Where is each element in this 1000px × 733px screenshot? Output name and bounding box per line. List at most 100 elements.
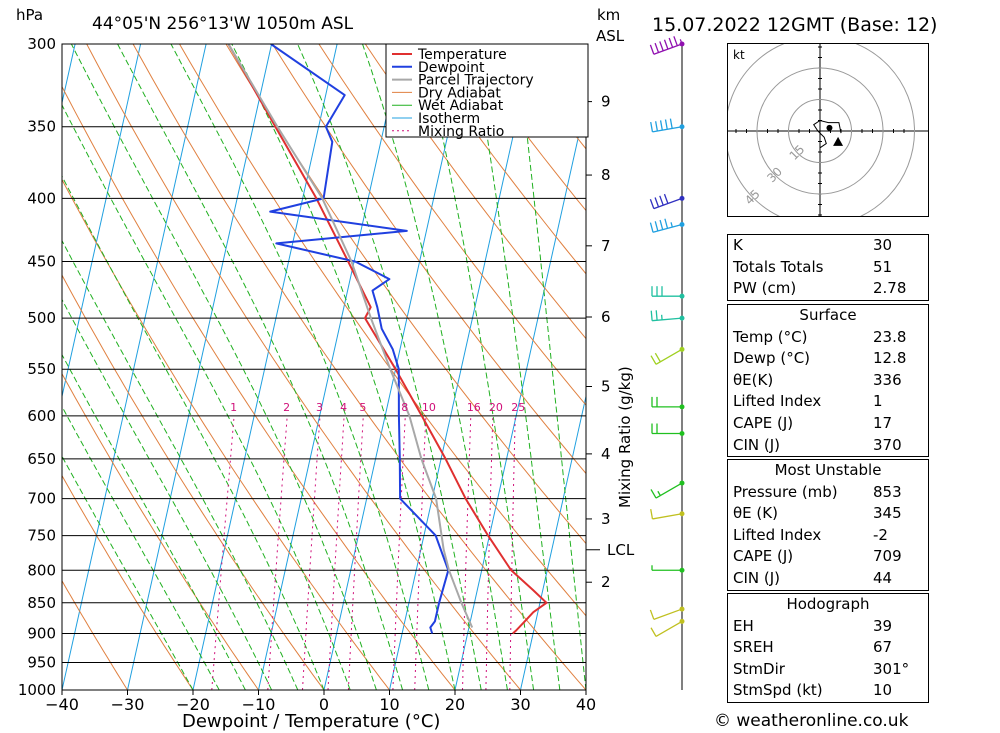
hodograph-index-row: EH 39 <box>728 616 928 638</box>
mixing-ratio-label: 16 <box>467 401 481 414</box>
mixing-ratio-label: 2 <box>283 401 290 414</box>
dry-adiabat-line <box>411 44 586 275</box>
pressure-tick-label: 600 <box>27 407 56 425</box>
x-tick-label: 30 <box>510 695 530 714</box>
wet-adiabat-line <box>471 44 561 690</box>
datetime-title: 15.07.2022 12GMT (Base: 12) <box>652 14 938 36</box>
pressure-tick-label: 650 <box>27 450 56 468</box>
pressure-tick-label: 950 <box>27 653 56 671</box>
hodograph-index-value: 39 <box>873 616 893 635</box>
wind-barb <box>649 36 685 55</box>
index-label: K <box>733 236 743 254</box>
pressure-tick-label: 850 <box>27 594 56 612</box>
hodograph-index-label: SREH <box>733 638 774 657</box>
most-unstable-value: 44 <box>873 568 893 587</box>
surface-value: 12.8 <box>873 349 907 368</box>
wind-barb <box>650 508 685 520</box>
dry-adiabat-line <box>86 44 521 690</box>
wind-profile <box>649 36 685 690</box>
surface-value: 23.8 <box>873 327 907 346</box>
index-row: Totals Totals 51 <box>728 257 928 279</box>
pressure-tick-label: 500 <box>27 309 56 327</box>
index-value: 2.78 <box>873 279 907 298</box>
surface-row: Temp (°C) 23.8 <box>728 327 928 349</box>
wind-barb <box>650 480 685 499</box>
pressure-tick-label: 300 <box>27 35 56 53</box>
most-unstable-row: Lifted Index -2 <box>728 525 928 547</box>
hodograph-index-label: EH <box>733 616 754 635</box>
legend-entry: Dewpoint <box>418 60 485 76</box>
hodograph-index-value: 10 <box>873 681 893 700</box>
pressure-tick-label: 550 <box>27 360 56 378</box>
dry-adiabat-line <box>62 85 456 690</box>
km-tick-label: 4 <box>601 445 611 463</box>
km-unit-label: km <box>597 6 621 24</box>
mixing-ratio-label: 20 <box>489 401 503 414</box>
wind-barb <box>649 606 685 620</box>
x-tick-label: −20 <box>176 695 210 714</box>
surface-panel: Surface Temp (°C) 23.8 Dewp (°C) 12.8 θE(K) 33… <box>727 304 929 458</box>
mixing-ratio-line <box>302 415 321 690</box>
location-title: 44°05'N 256°13'W 1050m ASL <box>92 14 354 34</box>
hodograph-ring-label: 30 <box>764 164 785 185</box>
pressure-tick-label: 350 <box>27 118 56 136</box>
surface-label: CIN (J) <box>733 435 781 454</box>
wind-barb <box>651 396 685 410</box>
wind-barb <box>649 193 685 210</box>
pressure-tick-label: 700 <box>27 490 56 508</box>
most-unstable-label: Lifted Index <box>733 525 822 544</box>
x-tick-label: 0 <box>319 695 329 714</box>
most-unstable-value: 709 <box>873 547 902 566</box>
legend-entry: Temperature <box>417 47 507 63</box>
wind-barb <box>650 118 685 133</box>
pressure-tick-label: 750 <box>27 527 56 545</box>
x-axis-label: Dewpoint / Temperature (°C) <box>182 711 440 732</box>
surface-row: CAPE (J) 17 <box>728 413 928 435</box>
most-unstable-value: 853 <box>873 482 902 501</box>
isotherm-line <box>127 44 273 690</box>
most-unstable-panel: Most Unstable Pressure (mb) 853 θE (K) 345 Li… <box>727 459 929 591</box>
mixing-ratio-line <box>485 415 494 690</box>
mixing-ratio-axis-label: Mixing Ratio (g/kg) <box>616 366 634 508</box>
km-tick-label: 7 <box>601 237 611 255</box>
mixing-ratio-line <box>414 415 427 690</box>
x-tick-label: 10 <box>379 695 399 714</box>
surface-row: CIN (J) 370 <box>728 435 928 457</box>
isotherm-line <box>192 44 338 690</box>
km-asl-label: ASL <box>596 27 625 45</box>
lcl-label: LCL <box>607 541 635 559</box>
most-unstable-label: Pressure (mb) <box>733 482 838 501</box>
dry-adiabat-line <box>923 44 1000 690</box>
wind-barb <box>650 346 685 365</box>
isotherm-line <box>62 44 207 690</box>
mixing-ratio-line <box>462 415 472 690</box>
isotherm-line <box>258 44 404 690</box>
mixing-ratio-label: 3 <box>316 401 323 414</box>
dry-adiabat-line <box>318 44 586 406</box>
isotherm-line <box>454 100 586 690</box>
km-tick-label: 9 <box>601 93 611 111</box>
surface-label: CAPE (J) <box>733 413 794 432</box>
series-line-parcel-trajectory <box>227 44 474 628</box>
most-unstable-row: Pressure (mb) 853 <box>728 482 928 504</box>
most-unstable-value: -2 <box>873 525 888 544</box>
mixing-ratio-label: 4 <box>340 401 347 414</box>
mixing-ratio-label: 8 <box>401 401 408 414</box>
surface-label: Temp (°C) <box>733 327 808 346</box>
index-row: PW (cm) 2.78 <box>728 278 928 300</box>
surface-label: θE(K) <box>733 370 774 389</box>
wet-adiabat-line <box>170 44 430 690</box>
km-tick-label: 6 <box>601 308 611 326</box>
x-tick-label: −30 <box>111 695 145 714</box>
wet-adiabat-line <box>420 44 535 690</box>
wind-barb <box>651 565 685 573</box>
surface-value: 370 <box>873 435 902 454</box>
hodograph-trace <box>813 119 842 149</box>
mixing-ratio-label: 5 <box>359 401 366 414</box>
legend-entry: Isotherm <box>418 111 480 127</box>
hodograph-indices-panel: Hodograph EH 39 SREH 67 StmDir 301° StmSpd (kt)… <box>727 593 929 703</box>
dry-adiabat-line <box>62 474 194 690</box>
surface-value: 1 <box>873 392 883 411</box>
pressure-tick-label: 450 <box>27 253 56 271</box>
